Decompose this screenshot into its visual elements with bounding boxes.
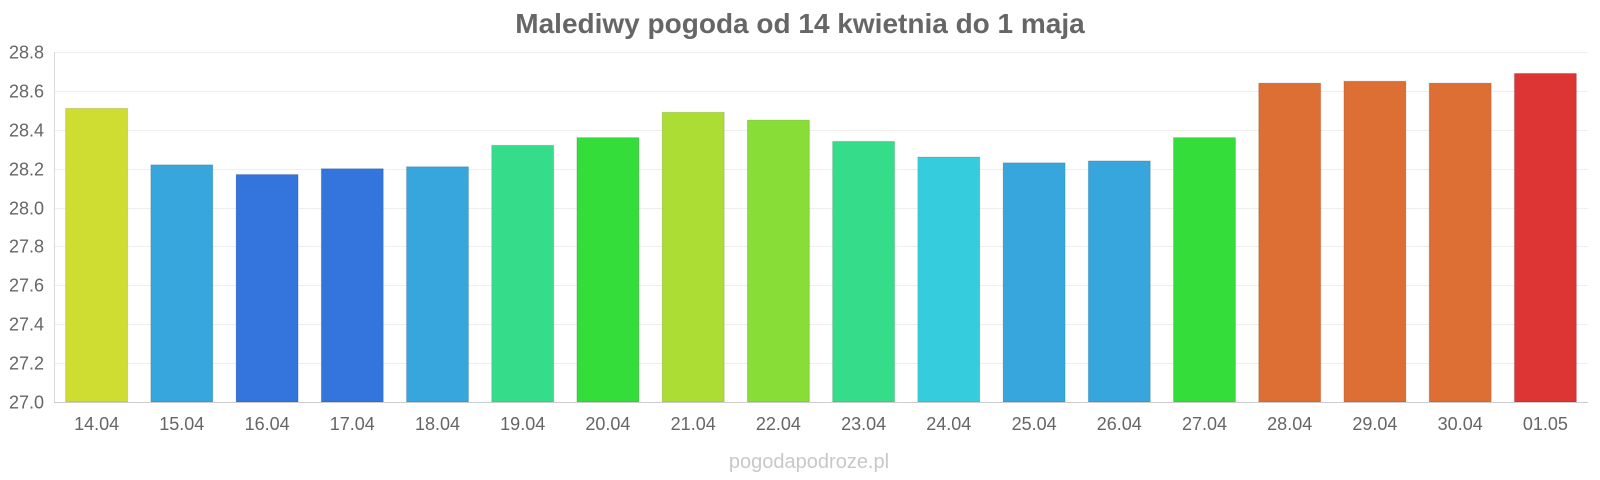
x-tick-label: 27.04 (1182, 414, 1227, 434)
y-tick-label: 27.2 (9, 354, 44, 374)
bar-19.04 (491, 144, 555, 403)
x-tick-label: 30.04 (1438, 414, 1483, 434)
bar-26.04 (1087, 160, 1151, 403)
watermark: pogodapodroze.pl (729, 451, 889, 473)
x-axis-ticks: 14.04 15.04 16.04 17.04 18.04 19.04 20.04 21.04… (74, 414, 1568, 434)
bar-14.04 (65, 107, 129, 403)
x-tick-label: 25.04 (1012, 414, 1057, 434)
x-tick-label: 17.04 (330, 414, 375, 434)
bar-28.04 (1258, 82, 1322, 403)
y-tick-label: 28.0 (9, 199, 44, 219)
y-tick-label: 27.8 (9, 237, 44, 257)
grid-lines (54, 52, 1588, 364)
y-tick-label: 28.4 (9, 121, 44, 141)
y-tick-label: 27.0 (9, 393, 44, 413)
x-tick-label: 23.04 (841, 414, 886, 434)
x-tick-label: 18.04 (415, 414, 460, 434)
x-tick-label: 16.04 (245, 414, 290, 434)
y-tick-label: 27.4 (9, 315, 44, 335)
bar-17.04 (320, 168, 384, 403)
x-tick-label: 21.04 (671, 414, 716, 434)
x-tick-label: 19.04 (500, 414, 545, 434)
chart-title: Malediwy pogoda od 14 kwietnia do 1 maja (515, 8, 1085, 39)
y-tick-label: 27.6 (9, 276, 44, 296)
bars (65, 72, 1577, 403)
x-tick-label: 26.04 (1097, 414, 1142, 434)
bar-22.04 (746, 119, 810, 403)
bar-15.04 (150, 164, 214, 403)
bar-18.04 (406, 166, 469, 403)
bar-25.04 (1002, 162, 1066, 403)
bar-27.04 (1173, 137, 1236, 403)
y-axis-ticks: 27.0 27.2 27.4 27.6 27.8 28.0 28.2 28.4 28.6 28.8 (9, 43, 44, 413)
x-tick-label: 22.04 (756, 414, 801, 434)
x-tick-label: 15.04 (159, 414, 204, 434)
bar-29.04 (1343, 80, 1407, 403)
bar-01.05 (1513, 72, 1577, 403)
x-tick-label: 28.04 (1267, 414, 1312, 434)
x-tick-label: 14.04 (74, 414, 119, 434)
y-tick-label: 28.6 (9, 82, 44, 102)
x-tick-label: 01.05 (1523, 414, 1568, 434)
bar-16.04 (235, 174, 299, 403)
bar-21.04 (661, 111, 725, 403)
x-tick-label: 20.04 (585, 414, 630, 434)
x-tick-label: 29.04 (1352, 414, 1397, 434)
y-tick-label: 28.2 (9, 160, 44, 180)
bar-23.04 (832, 140, 896, 403)
bar-30.04 (1428, 82, 1492, 403)
y-tick-label: 28.8 (9, 43, 44, 63)
bar-24.04 (917, 156, 981, 403)
bar-20.04 (576, 137, 640, 403)
x-tick-label: 24.04 (926, 414, 971, 434)
